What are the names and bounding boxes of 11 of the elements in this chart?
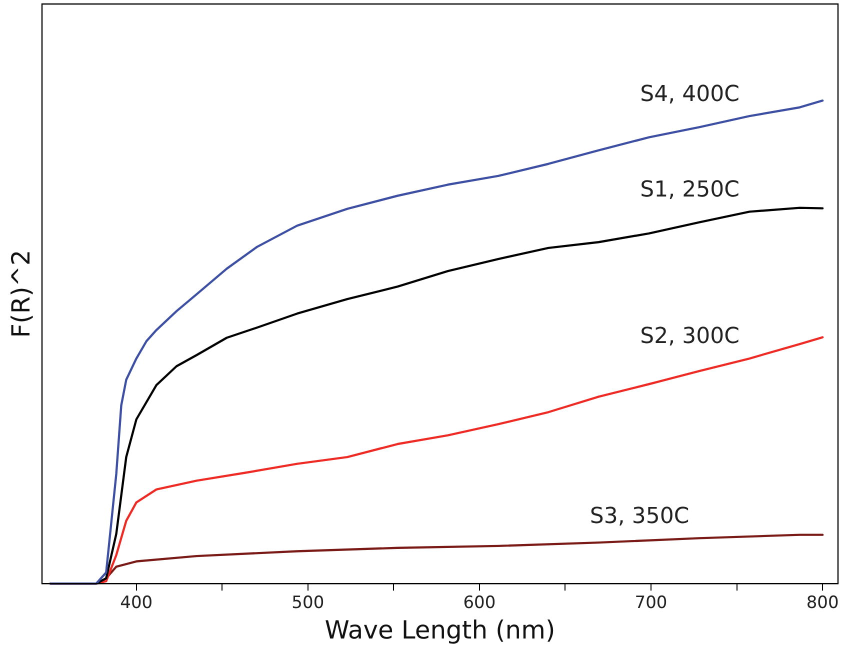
y-axis-title: F(R)^2 (6, 250, 36, 338)
series-label: S3, 350C (590, 504, 690, 529)
x-tick-label: 400 (120, 593, 153, 614)
x-tick-label: 600 (463, 593, 496, 614)
x-tick-label: 500 (292, 593, 324, 614)
x-tick-label: 800 (806, 593, 839, 614)
x-tick-label: 700 (634, 593, 668, 614)
series-label: S4, 400C (640, 82, 740, 107)
series-label: S1, 250C (640, 177, 740, 202)
x-axis-title: Wave Length (nm) (324, 616, 556, 644)
series-label: S2, 300C (640, 324, 740, 350)
